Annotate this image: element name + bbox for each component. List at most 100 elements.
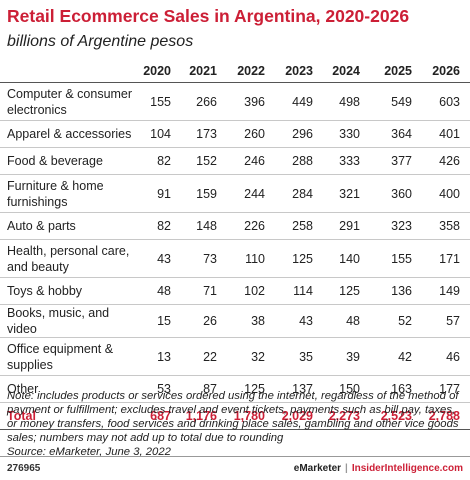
row-label: Other — [0, 375, 133, 403]
table-cell: 35 — [275, 337, 323, 376]
table-cell: 53 — [133, 375, 181, 403]
total-cell: 687 — [133, 402, 181, 430]
row-label: Food & beverage — [0, 147, 133, 175]
table-row: Office equipment & supplies 13 22 32 35 39 42 4… — [0, 337, 470, 376]
emarketer-logo: eMarketer — [293, 463, 342, 474]
table-cell: 333 — [323, 147, 370, 175]
table-cell: 173 — [181, 120, 227, 148]
row-label: Auto & parts — [0, 212, 133, 240]
table-row: Apparel & accessories 104 173 260 296 330 364 4… — [0, 120, 470, 148]
table-cell: 401 — [422, 120, 470, 148]
table-cell: 171 — [422, 239, 470, 278]
table-cell: 396 — [227, 82, 275, 121]
table-cell: 449 — [275, 82, 323, 121]
row-label: Furniture & home furnishings — [0, 174, 133, 213]
table-cell: 110 — [227, 239, 275, 278]
header-row: 2020 2021 2022 2023 2024 2025 2026 — [0, 60, 470, 83]
table-cell: 136 — [370, 277, 422, 305]
table-row: Toys & hobby 48 71 102 114 125 136 149 — [0, 277, 470, 305]
header-corner — [0, 60, 133, 83]
table-cell: 603 — [422, 82, 470, 121]
table-cell: 82 — [133, 147, 181, 175]
total-cell: 2,788 — [422, 402, 470, 430]
data-table: 2020 2021 2022 2023 2024 2025 2026 Compu… — [0, 60, 470, 430]
table-cell: 48 — [323, 304, 370, 338]
table-cell: 400 — [422, 174, 470, 213]
table-cell: 57 — [422, 304, 470, 338]
table-cell: 150 — [323, 375, 370, 403]
column-header: 2024 — [323, 60, 370, 83]
table-cell: 38 — [227, 304, 275, 338]
column-header: 2022 — [227, 60, 275, 83]
table-cell: 82 — [133, 212, 181, 240]
insider-intelligence-link[interactable]: InsiderIntelligence.com — [351, 463, 463, 474]
table-cell: 125 — [227, 375, 275, 403]
table-cell: 246 — [227, 147, 275, 175]
total-label: Total — [0, 402, 133, 430]
table-cell: 291 — [323, 212, 370, 240]
table-cell: 91 — [133, 174, 181, 213]
row-label: Health, personal care, and beauty — [0, 239, 133, 278]
chart-title: Retail Ecommerce Sales in Argentina, 202… — [7, 6, 410, 26]
table-row: Books, music, and video 15 26 38 43 48 52 57 — [0, 304, 470, 338]
table-cell: 284 — [275, 174, 323, 213]
table-cell: 22 — [181, 337, 227, 376]
table-cell: 13 — [133, 337, 181, 376]
column-header: 2020 — [133, 60, 181, 83]
table-cell: 163 — [370, 375, 422, 403]
table-cell: 159 — [181, 174, 227, 213]
table-cell: 330 — [323, 120, 370, 148]
table-cell: 358 — [422, 212, 470, 240]
table-cell: 32 — [227, 337, 275, 376]
table-cell: 73 — [181, 239, 227, 278]
table-cell: 288 — [275, 147, 323, 175]
source-text: Source: eMarketer, June 3, 2022 — [7, 446, 171, 458]
table-cell: 104 — [133, 120, 181, 148]
note-text: Note: includes products or services orde… — [7, 390, 459, 444]
table-cell: 260 — [227, 120, 275, 148]
table-cell: 137 — [275, 375, 323, 403]
table-cell: 258 — [275, 212, 323, 240]
row-label: Computer & consumer electronics — [0, 82, 133, 121]
table-cell: 323 — [370, 212, 422, 240]
table-cell: 360 — [370, 174, 422, 213]
total-cell: 2,273 — [323, 402, 370, 430]
table-cell: 155 — [133, 82, 181, 121]
total-cell: 1,780 — [227, 402, 275, 430]
table-cell: 102 — [227, 277, 275, 305]
table-cell: 149 — [422, 277, 470, 305]
table-cell: 498 — [323, 82, 370, 121]
table-cell: 177 — [422, 375, 470, 403]
column-header: 2026 — [422, 60, 470, 83]
table-cell: 87 — [181, 375, 227, 403]
table-cell: 15 — [133, 304, 181, 338]
table-cell: 321 — [323, 174, 370, 213]
table-row: Food & beverage 82 152 246 288 333 377 426 — [0, 147, 470, 175]
table-cell: 155 — [370, 239, 422, 278]
table-cell: 71 — [181, 277, 227, 305]
table-cell: 244 — [227, 174, 275, 213]
table-cell: 266 — [181, 82, 227, 121]
table-cell: 114 — [275, 277, 323, 305]
column-header: 2021 — [181, 60, 227, 83]
row-label: Books, music, and video — [0, 304, 133, 338]
table-cell: 125 — [275, 239, 323, 278]
row-label: Apparel & accessories — [0, 120, 133, 148]
column-header: 2025 — [370, 60, 422, 83]
table-cell: 152 — [181, 147, 227, 175]
table-cell: 148 — [181, 212, 227, 240]
chart-subtitle: billions of Argentine pesos — [7, 33, 194, 50]
total-row: Total 687 1,176 1,780 2,029 2,273 2,523 2,788 — [0, 402, 470, 430]
table-cell: 43 — [275, 304, 323, 338]
row-label: Toys & hobby — [0, 277, 133, 305]
table-row: Health, personal care, and beauty 43 73 110… — [0, 239, 470, 278]
table-cell: 42 — [370, 337, 422, 376]
table-cell: 549 — [370, 82, 422, 121]
table-cell: 296 — [275, 120, 323, 148]
table-cell: 377 — [370, 147, 422, 175]
table-cell: 226 — [227, 212, 275, 240]
table-row: Computer & consumer electronics 155 266 396… — [0, 82, 470, 121]
table-cell: 426 — [422, 147, 470, 175]
table-cell: 52 — [370, 304, 422, 338]
footer-divider — [0, 456, 470, 457]
